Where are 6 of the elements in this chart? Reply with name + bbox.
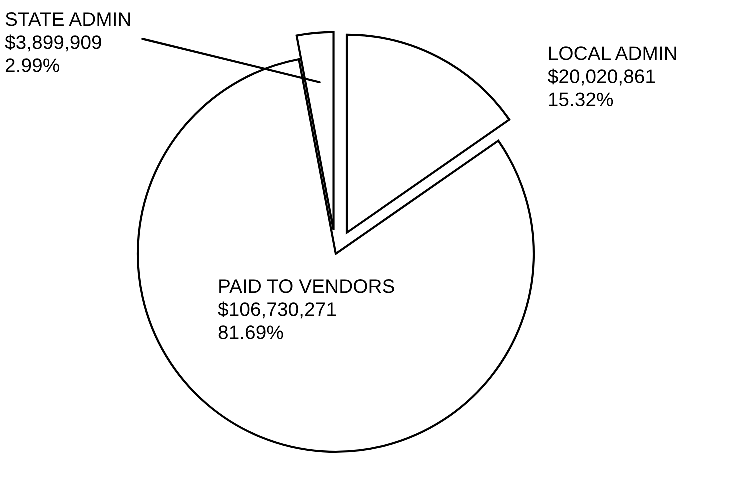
data-label: $106,730,271 81.69% <box>218 302 336 340</box>
slice-label: LOCAL ADMIN <box>549 46 676 60</box>
data-label: $20,020,861 15.32% <box>548 68 656 106</box>
slice-label: PAID TO VENDORS <box>220 280 394 294</box>
slice-label: STATE ADMIN <box>6 12 130 26</box>
data-label: $3,899,909 2.99% <box>5 34 102 72</box>
